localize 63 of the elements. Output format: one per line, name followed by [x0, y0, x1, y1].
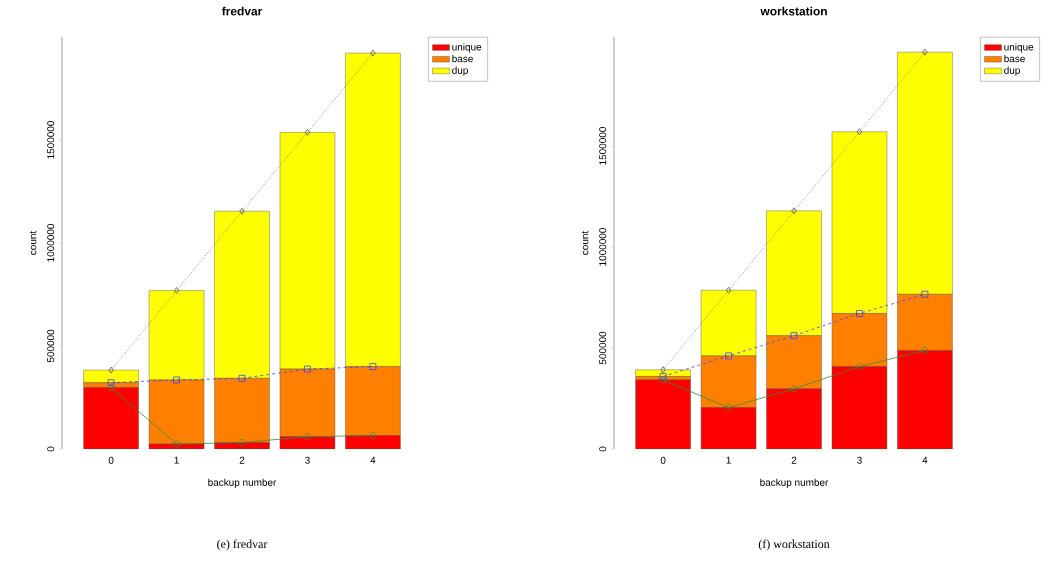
point — [239, 207, 245, 215]
point — [369, 363, 377, 370]
chart-title: workstation — [760, 6, 827, 16]
point — [304, 365, 311, 373]
point — [108, 366, 114, 374]
legend-label: unique — [1004, 43, 1034, 53]
x-tick-label: 0 — [660, 456, 666, 464]
point — [173, 376, 180, 384]
point — [660, 366, 666, 374]
point — [107, 384, 115, 391]
legend-label: base — [452, 54, 473, 63]
point — [790, 332, 798, 340]
point — [921, 347, 929, 354]
y-tick-label: 500000 — [599, 331, 607, 365]
x-tick-label: 3 — [857, 456, 862, 464]
point — [921, 290, 929, 298]
point — [725, 352, 732, 360]
y-tick-label: 1000000 — [47, 223, 55, 262]
point — [856, 310, 863, 317]
point — [238, 439, 246, 446]
x-axis-title: backup number — [208, 478, 277, 488]
y-tick-label: 0 — [47, 446, 55, 452]
legend-label: dup — [452, 66, 468, 76]
x-tick-label: 0 — [108, 456, 114, 464]
text: (f) workstation — [758, 539, 830, 551]
point — [304, 433, 311, 441]
point — [725, 286, 732, 294]
point — [659, 376, 667, 384]
y-tick-label: 1000000 — [599, 228, 607, 266]
chart-title: fredvar — [221, 6, 263, 16]
y-axis-title: count — [581, 230, 589, 255]
bar — [635, 379, 691, 449]
y-axis-title: count — [29, 230, 37, 255]
x-tick-label: 2 — [239, 456, 245, 464]
x-axis-title: backup number — [760, 478, 829, 488]
point — [238, 374, 246, 382]
y-tick-label: 0 — [599, 446, 607, 452]
point — [790, 385, 798, 393]
y-tick-label: 500000 — [47, 329, 55, 363]
x-tick-label: 1 — [726, 456, 731, 464]
y-tick-label: 1500000 — [47, 120, 55, 159]
y-tick-label: 1500000 — [599, 127, 607, 165]
point — [370, 49, 376, 57]
x-tick-label: 1 — [174, 456, 179, 464]
point — [856, 363, 863, 370]
point — [922, 48, 928, 56]
point — [173, 440, 180, 448]
x-tick-label: 4 — [922, 456, 928, 464]
text: (e) fredvar — [217, 539, 268, 551]
legend-label: base — [1004, 54, 1025, 63]
x-tick-label: 3 — [305, 456, 310, 464]
point — [725, 404, 732, 411]
point — [304, 128, 311, 136]
x-tick-label: 4 — [370, 456, 376, 464]
point — [173, 287, 180, 294]
x-tick-label: 2 — [791, 456, 797, 464]
legend-label: dup — [1004, 66, 1020, 76]
point — [856, 128, 863, 136]
point — [659, 373, 667, 380]
point — [369, 432, 377, 439]
point — [107, 379, 115, 387]
legend-label: unique — [452, 43, 482, 53]
point — [791, 207, 797, 215]
